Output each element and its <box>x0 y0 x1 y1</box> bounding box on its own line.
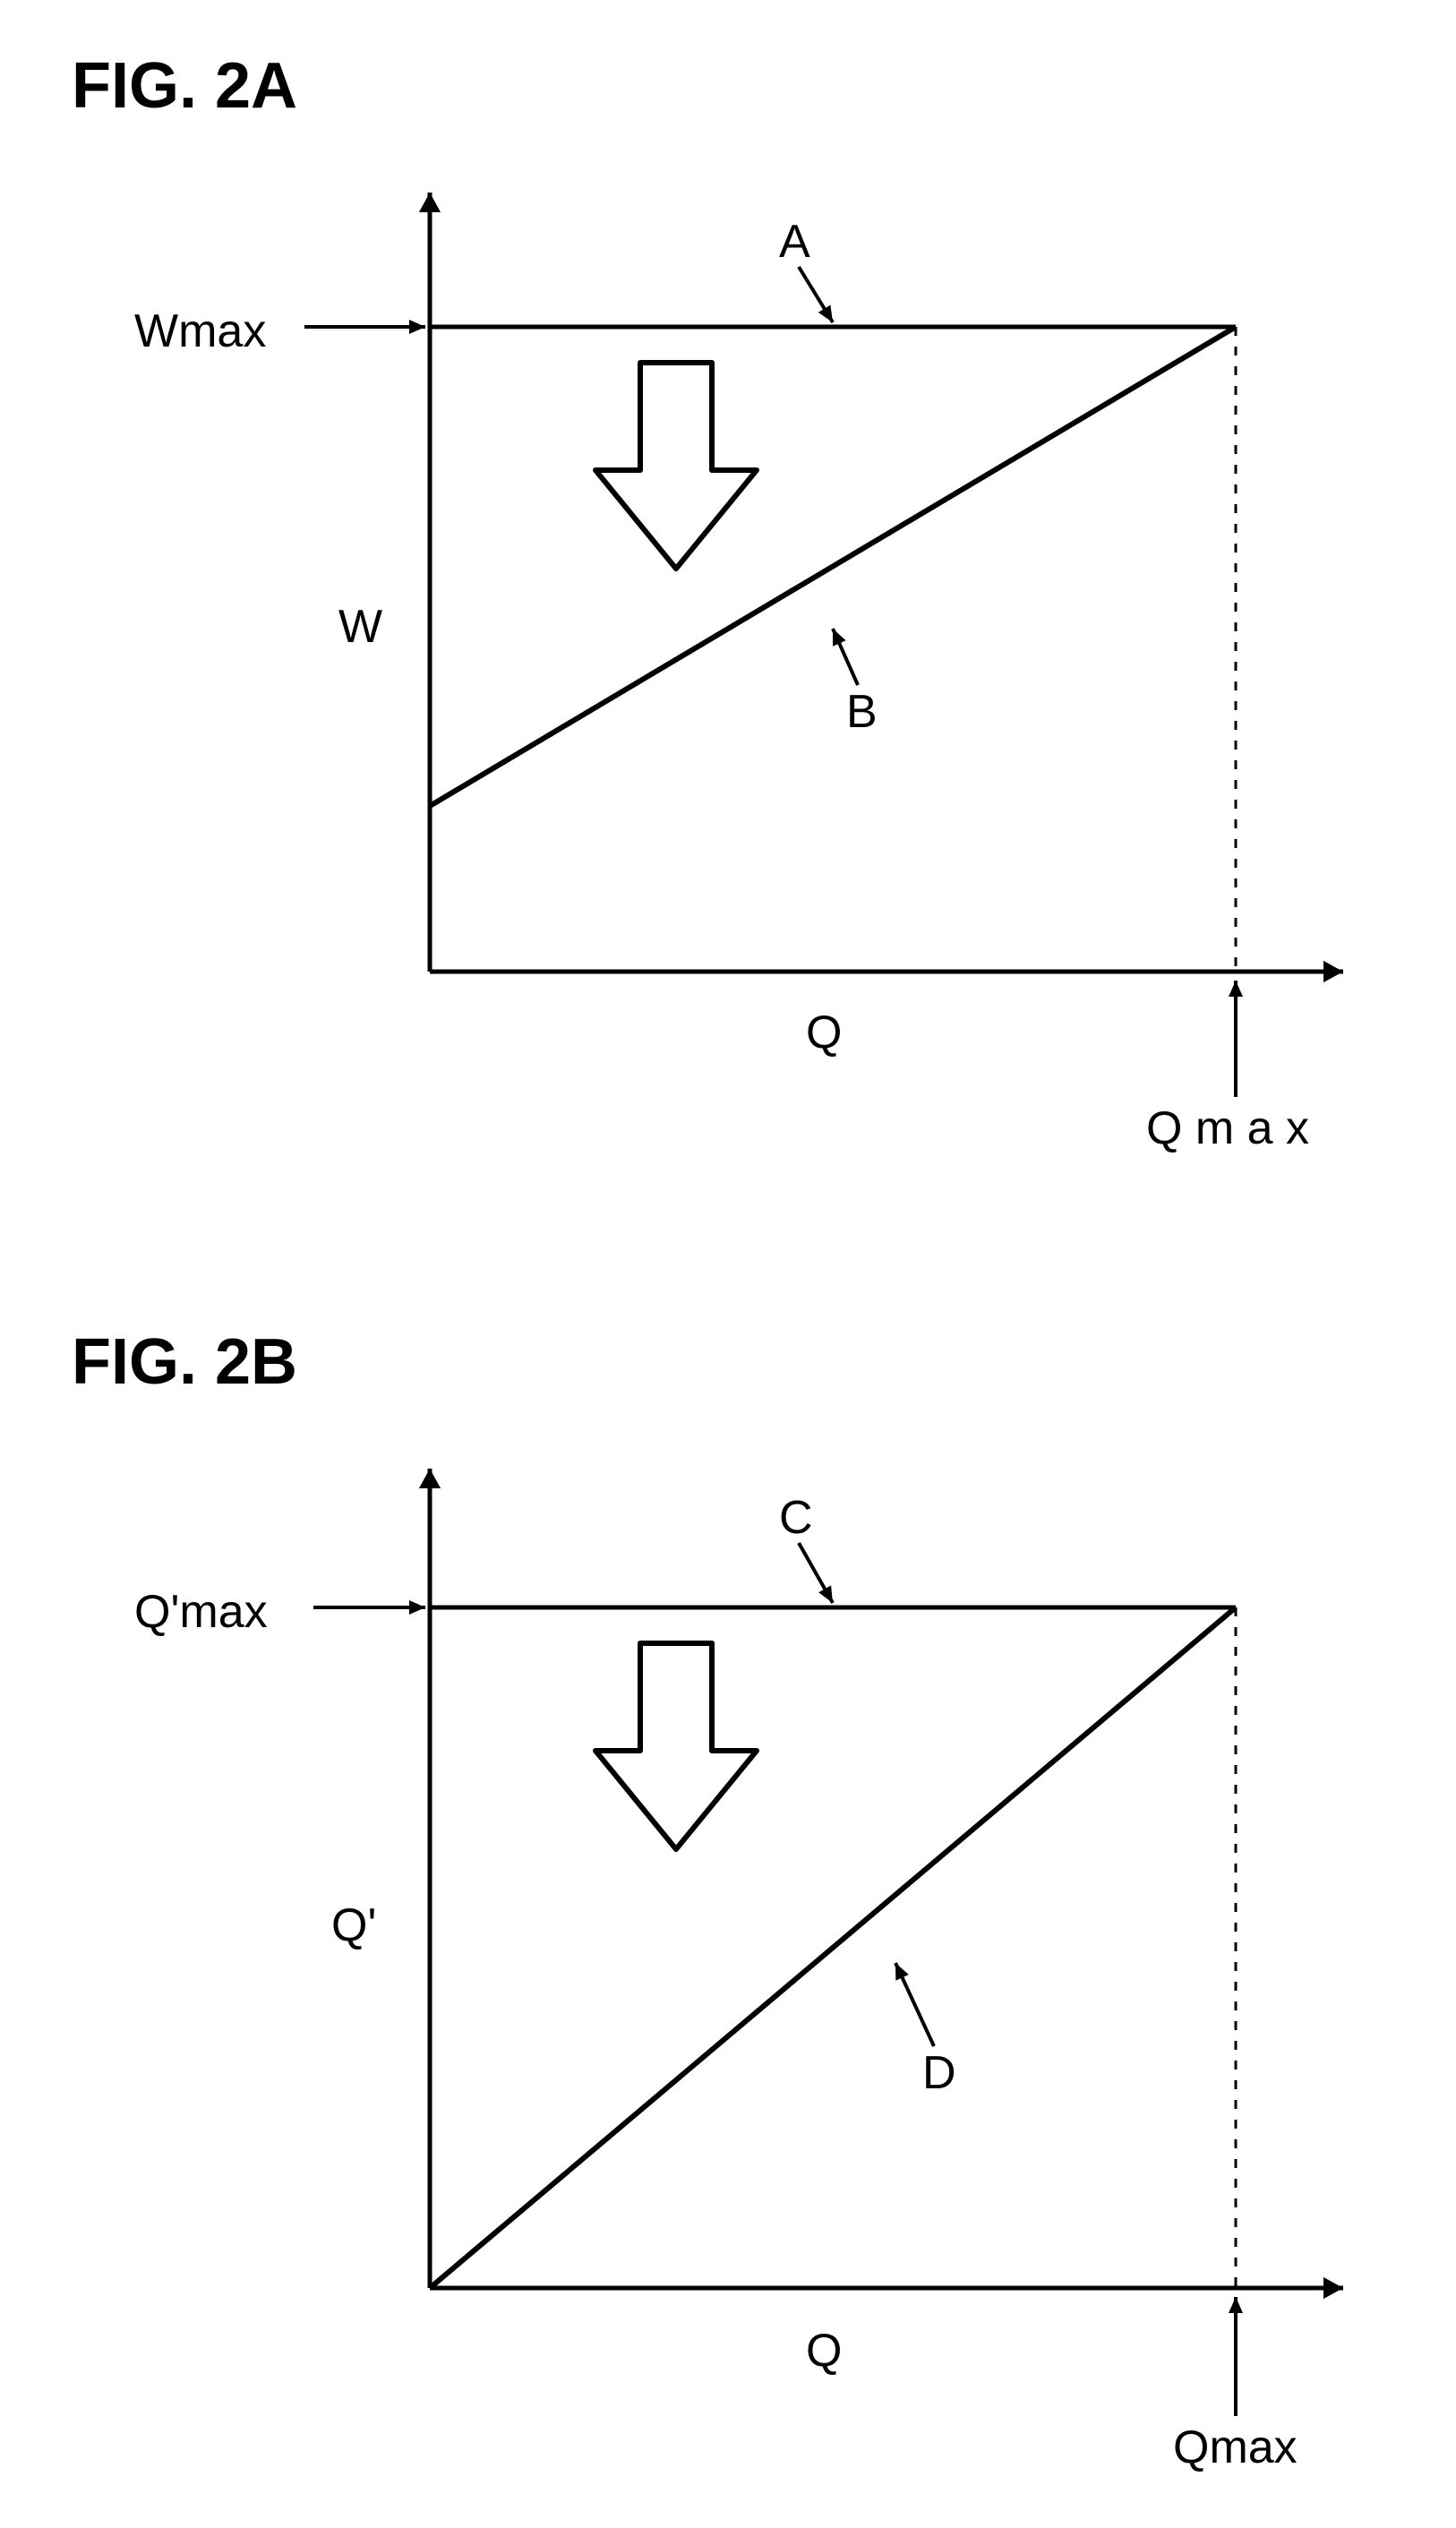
diagram-canvas <box>0 0 1456 2528</box>
